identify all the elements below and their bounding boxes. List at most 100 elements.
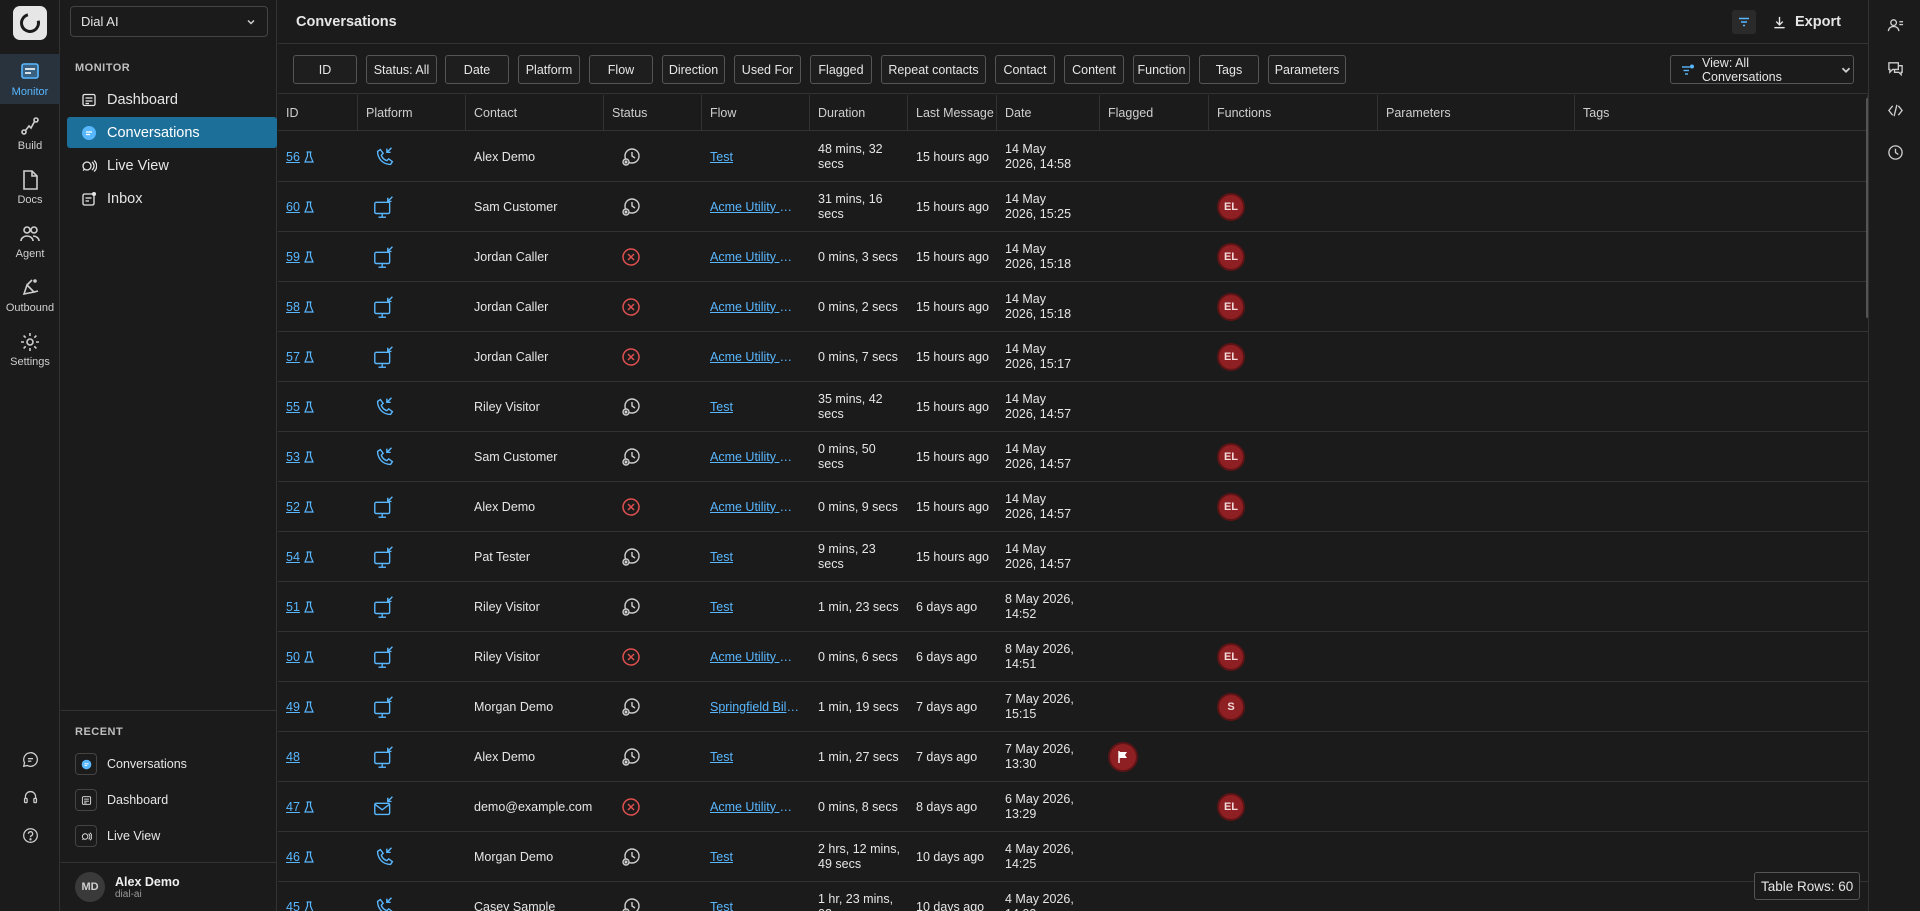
table-row[interactable]: 56 Alex Demo Test 48 mins, 32 secs 15 hours … [278,132,1868,182]
table-row[interactable]: 52 Alex Demo Acme Utility E… 0 mins, 9 secs… [278,482,1868,532]
function-badge[interactable]: EL [1217,293,1245,321]
table-row[interactable]: 53 Sam Customer Acme Utility E… 0 mins, 50 … [278,432,1868,482]
conversation-id-link[interactable]: 48 [286,750,300,765]
conversation-id-link[interactable]: 50 [286,650,314,665]
table-scrollbar[interactable] [1866,98,1869,318]
table-row[interactable]: 60 Sam Customer Acme Utility E… 31 mins, 16… [278,182,1868,232]
function-badge[interactable]: EL [1217,343,1245,371]
column-header-parameters[interactable]: Parameters [1378,95,1575,131]
rail-agent[interactable]: Agent [0,216,60,266]
sidebar-item-live-view[interactable]: Live View [67,150,277,181]
table-row[interactable]: 51 Riley Visitor Test 1 min, 23 secs 6 days … [278,582,1868,632]
column-header-functions[interactable]: Functions [1209,95,1378,131]
flow-link[interactable]: Acme Utility E… [710,799,800,814]
flow-link[interactable]: Springfield Billi… [710,699,800,714]
contacts-icon[interactable] [1869,10,1920,40]
table-row[interactable]: 57 Jordan Caller Acme Utility E… 0 mins, 7 … [278,332,1868,382]
recent-item-conversations[interactable]: Conversations [75,752,187,776]
export-button[interactable]: Export [1772,10,1841,34]
column-header-flagged[interactable]: Flagged [1100,95,1209,131]
filter-parameters[interactable]: Parameters [1268,55,1346,84]
table-row[interactable]: 45 Casey Sample Test 1 hr, 23 mins, 02 secs… [278,882,1868,911]
flow-link[interactable]: Acme Utility E… [710,349,800,364]
flow-link[interactable]: Acme Utility E… [710,449,800,464]
sidebar-item-conversations[interactable]: Conversations [67,117,277,148]
filter-content[interactable]: Content [1064,55,1124,84]
table-row[interactable]: 55 Riley Visitor Test 35 mins, 42 secs 15 ho… [278,382,1868,432]
flow-link[interactable]: Acme Utility E… [710,649,800,664]
flag-icon[interactable] [1108,742,1138,772]
function-badge[interactable]: EL [1217,243,1245,271]
flow-link[interactable]: Acme Utility E… [710,249,800,264]
filter-function[interactable]: Function [1133,55,1190,84]
app-logo[interactable] [13,6,47,40]
recent-item-live-view[interactable]: Live View [75,824,160,848]
conversation-id-link[interactable]: 49 [286,700,314,715]
conversation-id-link[interactable]: 46 [286,850,314,865]
function-badge[interactable]: EL [1217,193,1245,221]
column-header-duration[interactable]: Duration [810,95,908,131]
column-header-date[interactable]: Date [997,95,1100,131]
filter-direction[interactable]: Direction [662,55,725,84]
workspace-select[interactable]: Dial AI [70,6,268,37]
filter-tags[interactable]: Tags [1199,55,1259,84]
help-icon[interactable] [0,820,60,850]
column-header-status[interactable]: Status [604,95,702,131]
conversation-id-link[interactable]: 52 [286,500,314,515]
rail-build[interactable]: Build [0,108,60,158]
column-header-platform[interactable]: Platform [358,95,466,131]
flow-link[interactable]: Test [710,599,733,614]
flow-link[interactable]: Acme Utility E… [710,299,800,314]
table-row[interactable]: 54 Pat Tester Test 9 mins, 23 secs 15 hours … [278,532,1868,582]
filter-flagged[interactable]: Flagged [810,55,872,84]
flow-link[interactable]: Acme Utility E… [710,199,800,214]
filter-platform[interactable]: Platform [518,55,580,84]
filter-date[interactable]: Date [445,55,509,84]
conversation-id-link[interactable]: 59 [286,250,314,265]
messages-icon[interactable] [1869,53,1920,83]
recent-item-dashboard[interactable]: Dashboard [75,788,168,812]
view-select[interactable]: View: All Conversations [1670,55,1854,84]
filter-repeat-contacts[interactable]: Repeat contacts [881,55,986,84]
flow-link[interactable]: Test [710,749,733,764]
column-header-tags[interactable]: Tags [1575,95,1868,131]
conversation-id-link[interactable]: 47 [286,800,314,815]
column-header-last-message[interactable]: Last Message [908,95,997,131]
flow-link[interactable]: Acme Utility E… [710,499,800,514]
column-header-id[interactable]: ID [278,95,358,131]
table-row[interactable]: 48 Alex Demo Test 1 min, 27 secs 7 days ago 7… [278,732,1868,782]
clock-icon[interactable] [1869,137,1920,167]
table-row[interactable]: 46 Morgan Demo Test 2 hrs, 12 mins, 49 secs… [278,832,1868,882]
filter-contact[interactable]: Contact [995,55,1055,84]
rail-settings[interactable]: Settings [0,324,60,374]
conversation-id-link[interactable]: 56 [286,150,314,165]
conversation-id-link[interactable]: 60 [286,200,314,215]
table-row[interactable]: 59 Jordan Caller Acme Utility E… 0 mins, 3 … [278,232,1868,282]
function-badge[interactable]: EL [1217,793,1245,821]
table-row[interactable]: 47 demo@example.com Acme Utility E… 0 mins,… [278,782,1868,832]
filter-id[interactable]: ID [293,55,357,84]
conversation-id-link[interactable]: 54 [286,550,314,565]
flow-link[interactable]: Test [710,899,733,911]
code-icon[interactable] [1869,95,1920,125]
sidebar-item-dashboard[interactable]: Dashboard [67,84,277,115]
conversation-id-link[interactable]: 55 [286,400,314,415]
function-badge[interactable]: EL [1217,443,1245,471]
sidebar-item-inbox[interactable]: Inbox [67,183,277,214]
conversation-id-link[interactable]: 58 [286,300,314,315]
flow-link[interactable]: Test [710,849,733,864]
conversation-id-link[interactable]: 57 [286,350,314,365]
filter-status-all[interactable]: Status: All [366,55,437,84]
function-badge[interactable]: S [1217,693,1245,721]
filter-used-for[interactable]: Used For [734,55,801,84]
flow-link[interactable]: Test [710,549,733,564]
rail-docs[interactable]: Docs [0,162,60,212]
conversation-id-link[interactable]: 45 [286,900,314,911]
headset-icon[interactable] [0,782,60,812]
filter-toggle-button[interactable] [1732,10,1756,34]
column-header-contact[interactable]: Contact [466,95,604,131]
chat-icon[interactable] [0,744,60,774]
conversation-id-link[interactable]: 51 [286,600,314,615]
rail-monitor[interactable]: Monitor [0,54,60,104]
user-profile[interactable]: MD Alex Demo dial-ai [61,862,277,911]
